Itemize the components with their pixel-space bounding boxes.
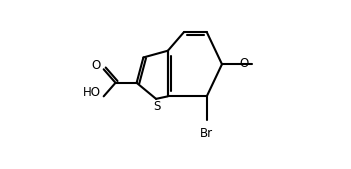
- Text: HO: HO: [83, 86, 101, 99]
- Text: Br: Br: [200, 127, 213, 140]
- Text: S: S: [153, 100, 161, 113]
- Text: O: O: [92, 59, 101, 72]
- Text: O: O: [239, 57, 249, 70]
